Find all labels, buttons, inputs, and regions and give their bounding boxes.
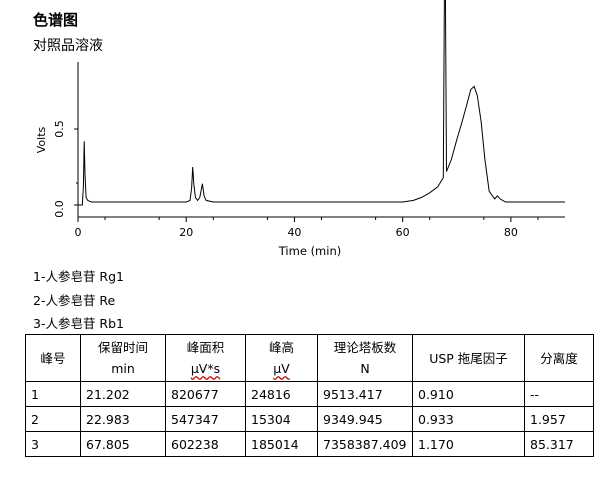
cell-usp-tailing: 0.933	[412, 406, 525, 432]
peak-legend-1: 1-人参皂苷 Rg1	[33, 269, 125, 284]
x-tick-label: 80	[504, 226, 518, 239]
cell-theoretical-plates: 9513.417	[317, 381, 413, 407]
x-tick-label: 60	[396, 226, 410, 239]
cell-peak-number: 3	[25, 431, 81, 457]
cell-retention-time: 67.805	[80, 431, 166, 457]
y-tick-label-1: 0.5	[53, 120, 66, 138]
chromatogram-trace	[78, 0, 565, 206]
header-theoretical-plates: 理论塔板数 N	[317, 334, 413, 382]
table-header-row: 峰号 保留时间 min 峰面积 µV*s 峰高 µV 理论塔板数 N USP 拖尾因子 …	[25, 334, 594, 382]
y-tick-label-0: 0.0	[53, 200, 66, 218]
x-ticks: 0 20 40 60 80	[75, 217, 539, 239]
cell-theoretical-plates: 7358387.409	[317, 431, 413, 457]
x-tick-label: 40	[287, 226, 301, 239]
x-tick-label: 20	[179, 226, 193, 239]
cell-usp-tailing: 0.910	[412, 381, 525, 407]
sample-name: 对照品溶液	[33, 38, 103, 54]
cell-retention-time: 22.983	[80, 406, 166, 432]
table-row: 2 22.983 547347 15304 9349.945 0.933 1.9…	[25, 406, 594, 432]
header-peak-number: 峰号	[25, 334, 81, 382]
table-row: 1 21.202 820677 24816 9513.417 0.910 --	[25, 381, 594, 407]
cell-peak-area: 547347	[165, 406, 246, 432]
peak-results-table: 峰号 保留时间 min 峰面积 µV*s 峰高 µV 理论塔板数 N USP 拖尾因子 …	[25, 334, 594, 457]
header-usp-tailing: USP 拖尾因子	[412, 334, 525, 382]
table-row: 3 67.805 602238 185014 7358387.409 1.170…	[25, 431, 594, 457]
x-tick-label: 0	[75, 226, 82, 239]
cell-peak-height: 185014	[245, 431, 318, 457]
cell-retention-time: 21.202	[80, 381, 166, 407]
header-resolution: 分离度	[524, 334, 594, 382]
y-axis-label: Volts	[35, 126, 48, 153]
cell-resolution: 85.317	[524, 431, 594, 457]
peak-legend-3: 3-人参皂苷 Rb1	[33, 316, 125, 331]
header-peak-height: 峰高 µV	[245, 334, 318, 382]
cell-resolution: 1.957	[524, 406, 594, 432]
header-retention-time: 保留时间 min	[80, 334, 166, 382]
cell-usp-tailing: 1.170	[412, 431, 525, 457]
cell-peak-number: 2	[25, 406, 81, 432]
chromatogram-chart: 0.0 0.5 Volts Time (min) 0 20 40 60 80	[35, 0, 565, 258]
cell-theoretical-plates: 9349.945	[317, 406, 413, 432]
cell-peak-height: 15304	[245, 406, 318, 432]
header-peak-area: 峰面积 µV*s	[165, 334, 246, 382]
cell-resolution: --	[524, 381, 594, 407]
cell-peak-height: 24816	[245, 381, 318, 407]
cell-peak-area: 602238	[165, 431, 246, 457]
peak-legend-2: 2-人参皂苷 Re	[33, 293, 116, 308]
cell-peak-number: 1	[25, 381, 81, 407]
x-axis-label: Time (min)	[278, 244, 341, 258]
cell-peak-area: 820677	[165, 381, 246, 407]
chart-title: 色谱图	[33, 11, 79, 29]
